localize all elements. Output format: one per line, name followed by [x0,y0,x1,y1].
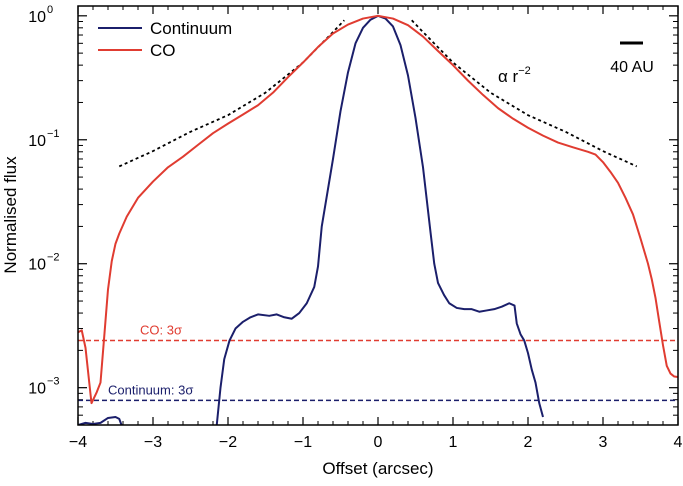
x-tick-label: 1 [449,434,458,451]
legend-co-label: CO [150,41,176,60]
x-tick-label: 3 [599,434,608,451]
x-axis-label: Offset (arcsec) [322,459,433,478]
x-tick-label: 2 [524,434,533,451]
power-law-fit-right [411,19,638,168]
x-tick-label: 4 [674,434,683,451]
co-series-line-seg0 [78,14,678,405]
power-law-base: α r [498,67,519,86]
continuum-series-line-seg1 [215,14,544,425]
plot-frame [77,5,679,426]
legend: Continuum CO [98,19,232,60]
continuum-3sigma-label: Continuum: 3σ [108,382,193,397]
scale-bar: 40 AU [610,41,654,76]
x-tick-label: −2 [219,434,237,451]
y-tick-label: 10 [28,133,46,150]
x-tick-label: 0 [374,434,383,451]
y-tick-exponent: 0 [47,4,53,16]
y-tick-exponent: −2 [47,252,60,264]
plot-area: CO: 3σ Continuum: 3σ [78,14,678,425]
y-tick-exponent: −1 [47,128,60,140]
x-tick-label: −4 [69,434,87,451]
scale-bar-label: 40 AU [610,59,654,76]
continuum-series-line-seg0 [78,416,123,425]
y-tick-label: 10 [28,9,46,26]
y-tick-label: 10 [28,381,46,398]
power-law-label: α r−2 [498,65,531,86]
legend-continuum-label: Continuum [150,19,232,38]
x-tick-label: −3 [144,434,162,451]
x-axis-ticks: −4 −3 −2 −1 0 1 2 3 4 [69,6,683,451]
y-axis-label: Normalised flux [1,156,20,274]
y-tick-exponent: −3 [47,376,60,388]
co-3sigma-label: CO: 3σ [140,323,182,338]
power-law-text: α r−2 [498,65,531,86]
power-law-exponent: −2 [518,65,531,77]
x-tick-label: −1 [294,434,312,451]
y-tick-label: 10 [28,257,46,274]
